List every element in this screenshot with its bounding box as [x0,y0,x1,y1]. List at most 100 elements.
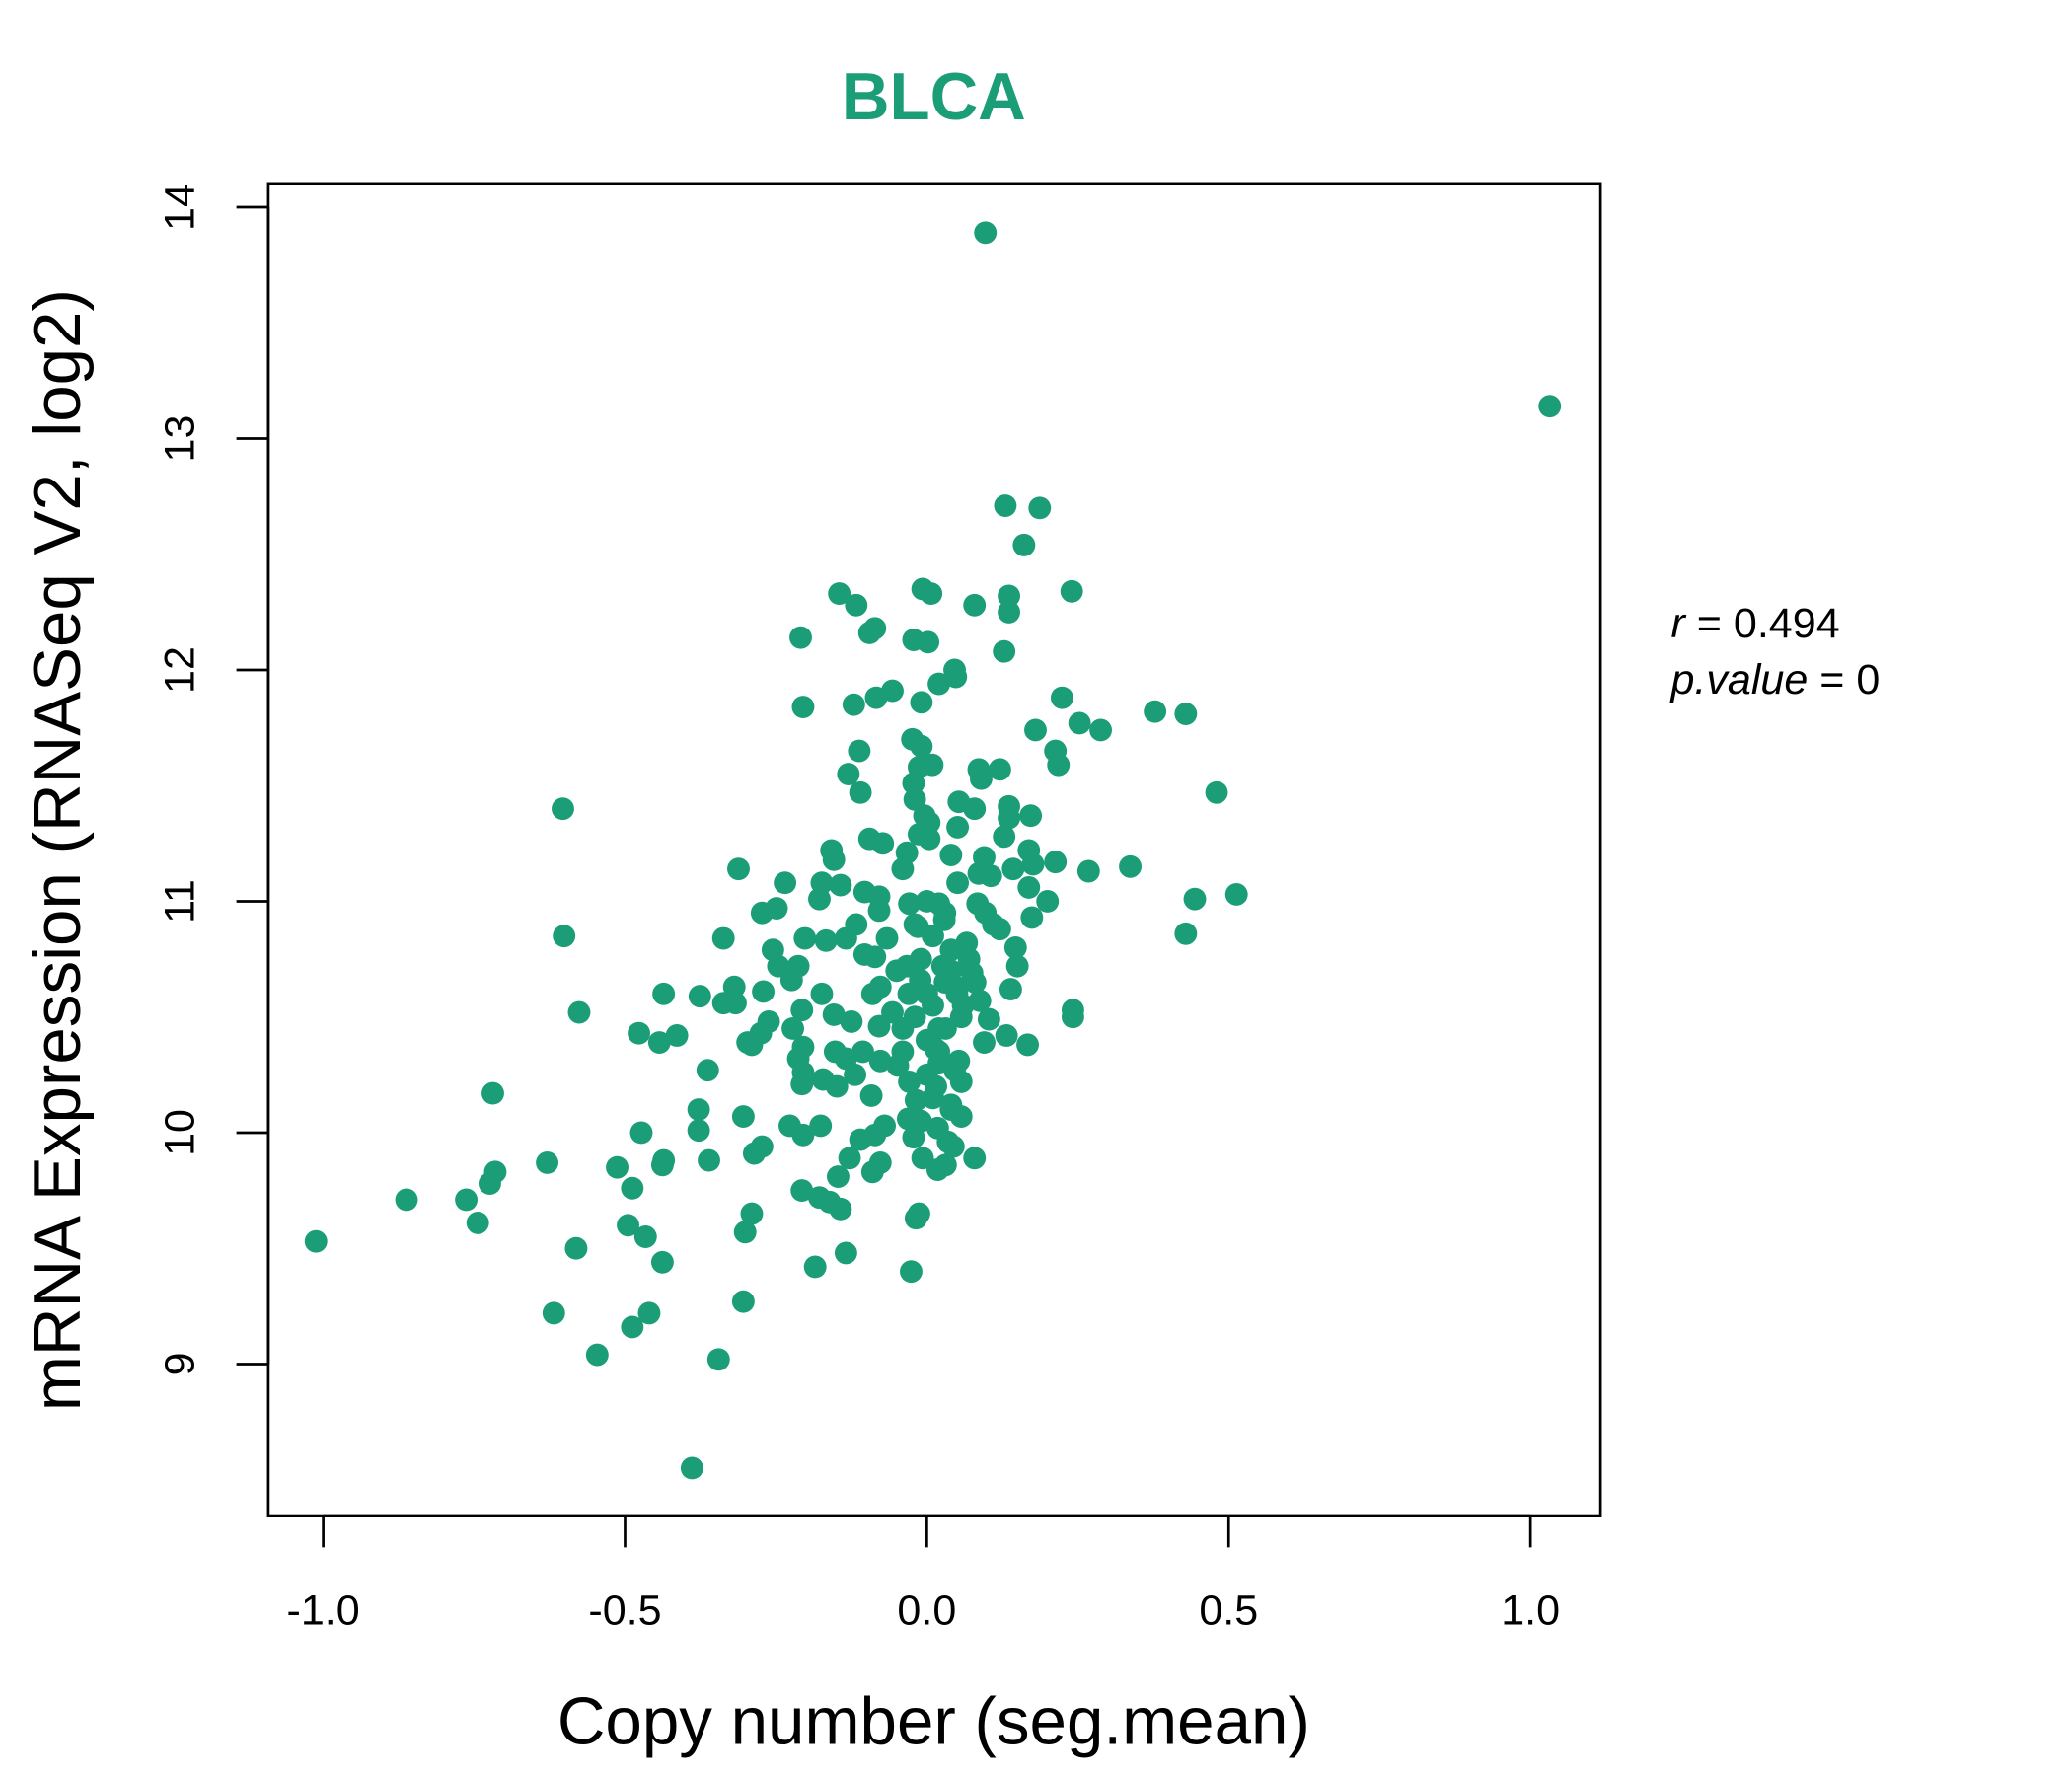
data-point [810,982,834,1005]
data-point [951,994,975,1017]
data-point [939,959,963,983]
data-point [864,686,888,709]
data-point [774,871,797,895]
y-tick-label: 12 [157,646,204,694]
data-point [553,925,576,948]
data-point [1050,686,1073,709]
data-point [1174,703,1198,725]
data-point [633,1225,657,1248]
p-eq: = [1819,656,1844,703]
data-point [927,672,951,696]
data-point [395,1188,418,1212]
data-point [840,1009,863,1033]
data-point [466,1211,489,1234]
data-point [1047,753,1071,777]
data-point [1061,1005,1084,1029]
data-point [617,1214,639,1237]
data-point [1119,854,1142,878]
data-point [885,959,909,983]
data-point [977,1007,1000,1031]
data-point [687,1098,710,1121]
data-point [939,844,963,867]
data-point [910,734,933,758]
data-point [834,1241,857,1265]
data-point [789,626,812,649]
data-point [909,947,932,971]
data-point [650,1250,674,1274]
data-point [868,1049,892,1073]
data-point [922,1086,944,1110]
data-point [790,999,814,1022]
y-tick-label: 9 [157,1352,204,1375]
data-point [859,1084,883,1107]
data-point [842,693,865,716]
data-point [793,926,817,950]
data-point [536,1151,559,1174]
data-point [740,1202,764,1225]
data-point [857,622,881,644]
x-tick-label: 0.5 [1199,1587,1258,1634]
data-point [891,857,915,881]
data-point [988,758,1011,781]
data-point [1089,718,1113,742]
data-point [688,985,711,1008]
data-point [621,1176,644,1200]
data-point [829,873,852,897]
data-point [898,1070,922,1093]
data-point [825,1074,849,1098]
data-point [848,739,871,763]
data-point [814,928,838,952]
data-point [564,1236,588,1260]
data-point [665,1024,689,1047]
data-point [1024,718,1047,742]
data-point [939,1098,963,1121]
data-point [902,772,925,795]
data-point [867,899,891,923]
data-point [698,1148,720,1172]
data-point [650,1153,674,1177]
data-point [900,1260,923,1284]
data-point [863,945,887,969]
data-point [897,982,921,1005]
y-tick-label: 13 [157,415,204,463]
data-point [479,1172,501,1196]
data-point [829,1197,852,1221]
data-point [304,1229,328,1253]
plot-frame [266,182,1602,1517]
data-point [871,832,895,855]
data-point [740,1033,764,1057]
data-point [706,1348,730,1371]
data-point [974,221,998,245]
data-point [999,978,1022,1001]
data-point [621,1315,644,1339]
data-point [1021,852,1045,876]
data-point [687,1119,710,1143]
data-point [790,1073,814,1096]
data-point [696,1059,719,1082]
y-tick-label: 14 [157,184,204,231]
data-point [941,1135,965,1158]
data-point [886,1054,910,1077]
data-point [727,857,750,881]
data-point [922,994,944,1017]
pvalue-annotation: p.value = 0 [1668,656,1880,703]
data-point [933,1153,957,1177]
data-point [1016,1033,1039,1057]
data-point [680,1456,703,1480]
data-point [809,1114,833,1138]
data-point [826,1165,850,1188]
correlation-annotation: r = 0.494 [1670,600,1839,647]
x-tick-label: 1.0 [1501,1587,1560,1634]
chart-title: BLCA [842,60,1026,134]
data-point [822,848,846,871]
data-point [963,971,987,995]
data-point [1183,887,1207,911]
p-value: 0 [1856,656,1880,703]
data-point [993,825,1016,849]
data-point [822,1002,846,1026]
y-tick-label: 10 [157,1109,204,1156]
data-point [750,901,774,925]
data-point [779,968,803,992]
data-point [860,1160,884,1184]
